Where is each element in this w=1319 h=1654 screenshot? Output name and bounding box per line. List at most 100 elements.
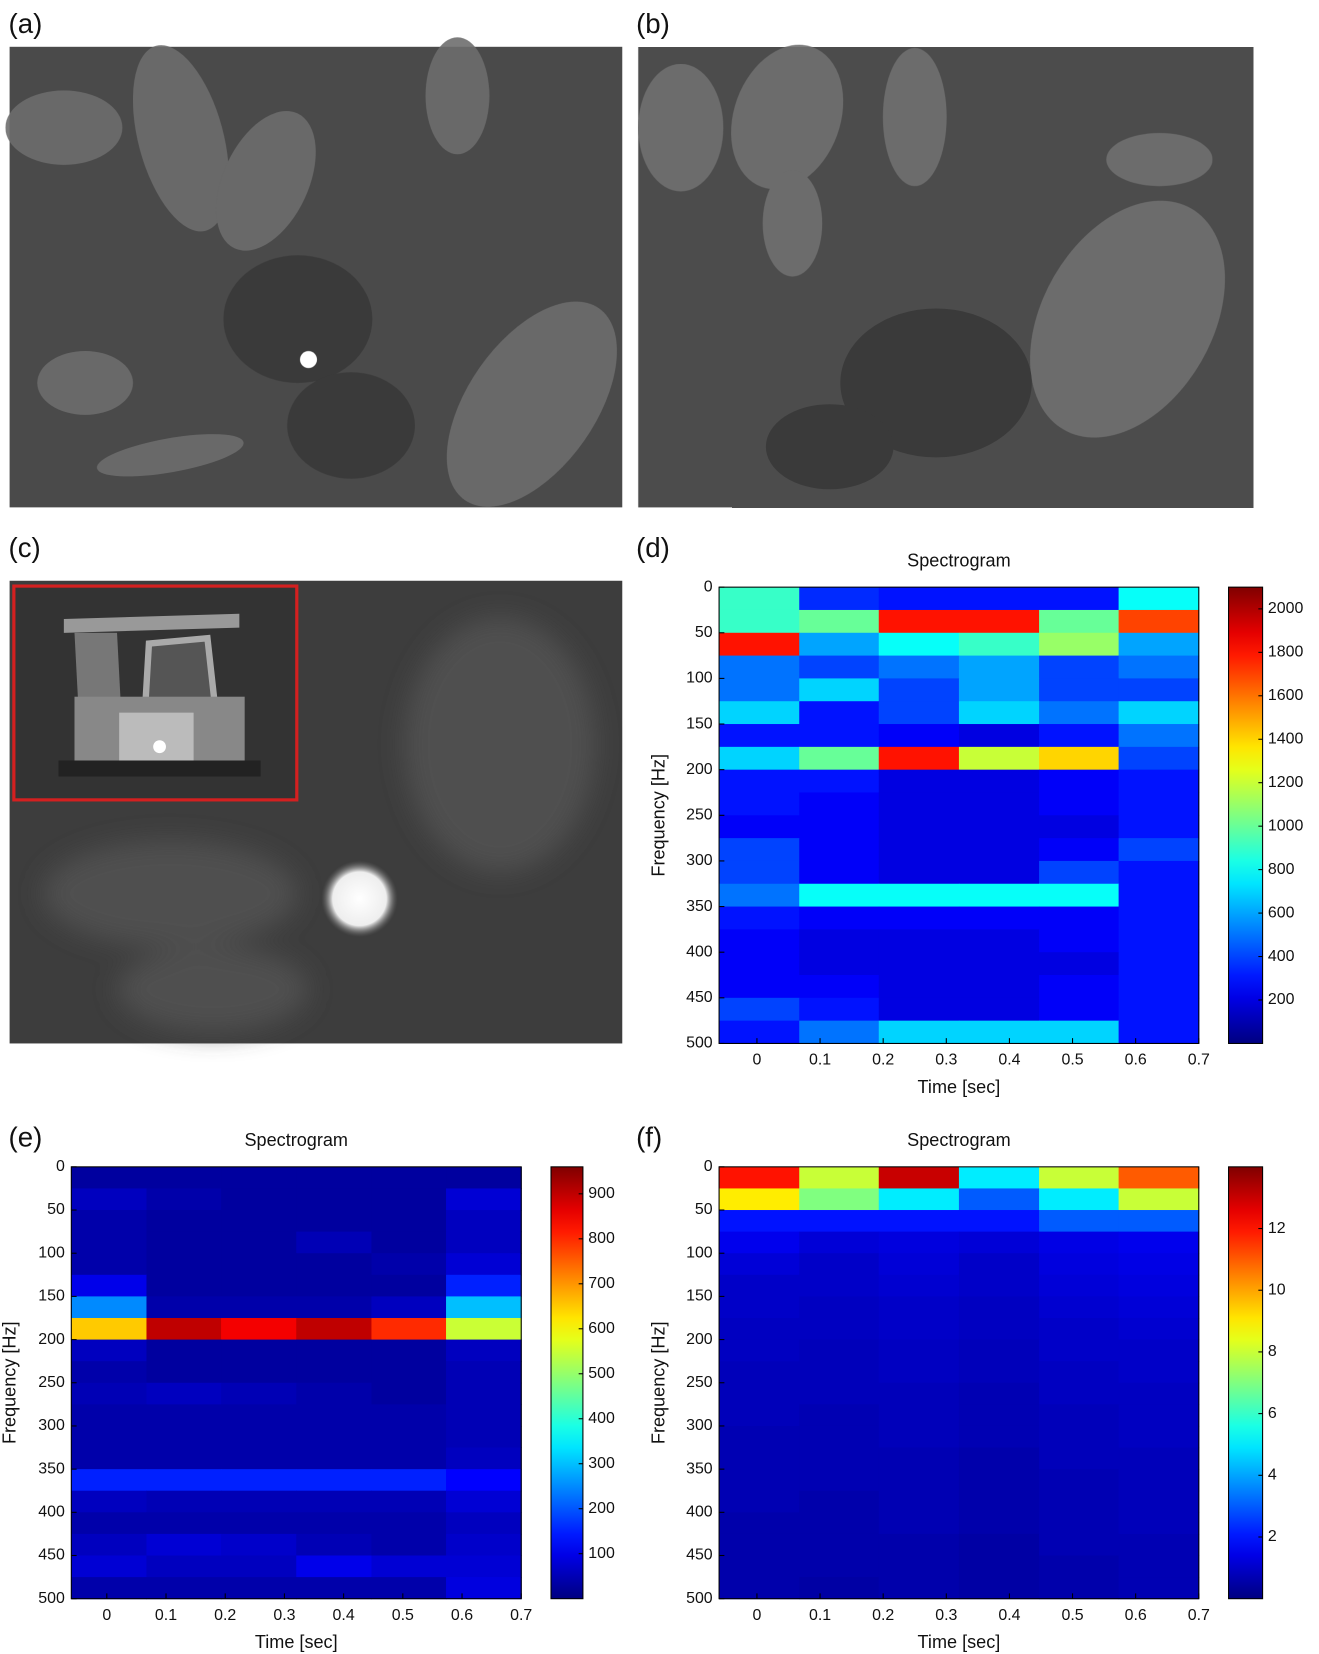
heat-cell <box>71 1339 148 1362</box>
y-tick-label: 500 <box>686 1035 713 1052</box>
heat-cell <box>799 792 880 816</box>
heat-cell <box>71 1382 148 1405</box>
heat-cell <box>799 1469 880 1492</box>
heat-cell <box>71 1253 148 1276</box>
x-tick-label: 0.6 <box>1125 1607 1147 1624</box>
heat-cell <box>1039 1253 1120 1276</box>
heat-cell <box>71 1361 148 1384</box>
heat-cell <box>1118 655 1200 679</box>
colorbar-tick-label: 1600 <box>1268 687 1304 704</box>
heat-cell <box>1118 1317 1200 1341</box>
chart-title: Spectrogram <box>907 550 1010 570</box>
heat-cell <box>719 1382 800 1405</box>
heat-cell <box>296 1425 372 1449</box>
heat-cell <box>446 1404 522 1427</box>
heat-cell <box>1118 815 1200 839</box>
heat-cell <box>878 1253 960 1276</box>
heat-cell <box>446 1274 522 1297</box>
heat-cell <box>958 1447 1040 1470</box>
heat-cell <box>146 1555 222 1578</box>
heat-cell <box>1039 1533 1120 1557</box>
heat-cell <box>1039 746 1120 771</box>
heat-cell <box>146 1166 222 1189</box>
y-tick-label: 0 <box>704 578 713 595</box>
heat-cell <box>296 1512 372 1535</box>
heat-cell <box>958 1512 1040 1535</box>
heat-cell <box>221 1404 297 1427</box>
y-tick-label: 50 <box>695 1201 713 1218</box>
colorbar-tick-label: 700 <box>588 1275 615 1292</box>
x-tick-label: 0.3 <box>273 1607 295 1624</box>
heat-cell <box>878 655 960 679</box>
heat-cell <box>1039 609 1120 634</box>
panel-label: (f) <box>636 1121 662 1152</box>
heat-cell <box>878 1166 960 1189</box>
heat-cell <box>146 1210 222 1233</box>
heat-cell <box>719 1274 800 1297</box>
heat-cell <box>71 1317 148 1341</box>
heat-cell <box>1118 701 1200 725</box>
heat-cell <box>958 587 1040 611</box>
heat-cell <box>958 632 1040 657</box>
y-tick-label: 350 <box>686 898 713 915</box>
colorbar-tick-label: 12 <box>1268 1220 1286 1237</box>
heat-cell <box>719 952 800 976</box>
heat-cell <box>719 1339 800 1362</box>
heat-cell <box>221 1166 297 1189</box>
y-tick-label: 50 <box>695 624 713 641</box>
heat-cell <box>221 1253 297 1276</box>
heat-cell <box>221 1425 297 1449</box>
heat-cell <box>1118 1382 1200 1405</box>
heat-cell <box>1118 860 1200 885</box>
heat-cell <box>1039 1490 1120 1513</box>
heat-cell <box>371 1274 447 1297</box>
heat-cell <box>878 1317 960 1341</box>
colorbar-tick-label: 400 <box>588 1410 615 1427</box>
heat-cell <box>146 1361 222 1384</box>
heat-cell <box>878 1512 960 1535</box>
heat-cell <box>446 1425 522 1449</box>
heat-cell <box>958 678 1040 702</box>
heat-cell <box>1118 1404 1200 1427</box>
x-tick-label: 0.2 <box>872 1607 894 1624</box>
y-axis-label: Frequency [Hz] <box>0 1321 19 1444</box>
heat-cell <box>1118 1447 1200 1470</box>
heat-cell <box>878 838 960 862</box>
heat-cell <box>719 906 800 930</box>
y-tick-label: 250 <box>38 1374 65 1391</box>
x-tick-label: 0.3 <box>935 1052 957 1069</box>
heat-cell <box>719 1512 800 1535</box>
heat-cell <box>221 1274 297 1297</box>
heat-cell <box>1118 1231 1200 1254</box>
heat-cell <box>878 1296 960 1319</box>
heat-cell <box>878 1555 960 1578</box>
heat-cell <box>799 724 880 748</box>
heat-cell <box>878 1469 960 1492</box>
heat-cell <box>958 1188 1040 1211</box>
y-tick-label: 0 <box>56 1158 65 1175</box>
colorbar <box>550 1166 584 1600</box>
heat-cell <box>799 1166 880 1189</box>
heat-cell <box>1039 838 1120 862</box>
heat-cell <box>221 1533 297 1557</box>
heat-cell <box>1039 1512 1120 1535</box>
heat-cell <box>146 1512 222 1535</box>
heat-cell <box>1039 1188 1120 1211</box>
heat-cell <box>719 1020 800 1044</box>
heat-cell <box>1118 1020 1200 1044</box>
heat-cell <box>371 1490 447 1513</box>
heat-cell <box>719 860 800 885</box>
heat-cell <box>71 1404 148 1427</box>
heat-cell <box>1118 1253 1200 1276</box>
heat-cell <box>799 1555 880 1578</box>
heat-cell <box>878 792 960 816</box>
x-tick-label: 0.5 <box>1061 1607 1083 1624</box>
heat-cell <box>1039 587 1120 611</box>
heat-cell <box>446 1469 522 1492</box>
x-tick-label: 0.6 <box>451 1607 473 1624</box>
heat-cell <box>878 1577 960 1600</box>
heat-cell <box>1118 883 1200 908</box>
heat-cell <box>799 1404 880 1427</box>
heat-cell <box>1118 587 1200 611</box>
heat-cell <box>1039 883 1120 908</box>
